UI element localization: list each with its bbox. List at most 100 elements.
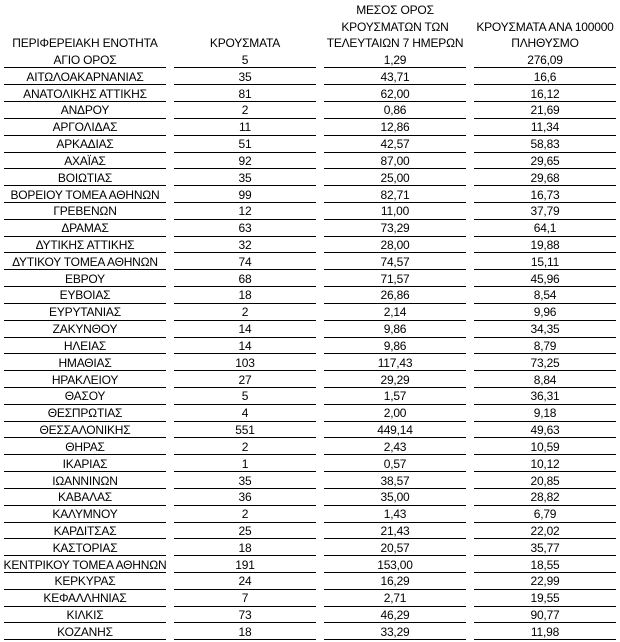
data-cell: 14 xyxy=(238,338,252,353)
cell-border xyxy=(474,471,616,473)
data-cell: 2,43 xyxy=(383,439,407,454)
data-cell: 2,14 xyxy=(383,305,407,320)
cell-border xyxy=(474,151,616,153)
cell-border xyxy=(174,235,316,237)
region-name: ΚΕΡΚΥΡΑΣ xyxy=(54,574,116,589)
cell-border xyxy=(4,521,166,523)
cell-border xyxy=(174,370,316,372)
cell-border xyxy=(474,168,616,170)
cell-border xyxy=(474,588,616,590)
data-cell: 37,79 xyxy=(530,204,560,219)
region-name: ΚΑΒΑΛΑΣ xyxy=(57,490,113,505)
cell-border xyxy=(324,471,466,473)
cell-border xyxy=(4,134,166,136)
data-cell: 1 xyxy=(241,456,249,471)
cell-border xyxy=(474,134,616,136)
data-cell: 35,00 xyxy=(380,490,410,505)
data-cell: 2,00 xyxy=(383,406,407,421)
header-text: ΤΕΛΕΥΤΑΙΩΝ 7 ΗΜΕΡΩΝ xyxy=(326,36,464,50)
region-name: ΑΓΙΟ ΟΡΟΣ xyxy=(53,53,117,67)
data-cell: 8,54 xyxy=(533,288,557,303)
data-cell: 2,71 xyxy=(383,591,407,606)
data-cell: 14 xyxy=(238,322,252,337)
data-cell: 18 xyxy=(238,624,252,639)
cell-border xyxy=(324,538,466,540)
cell-border xyxy=(474,319,616,321)
cell-border xyxy=(324,168,466,170)
cell-border xyxy=(324,134,466,136)
cell-border xyxy=(4,218,166,220)
cell-border xyxy=(4,117,166,119)
cell-border xyxy=(4,538,166,540)
data-cell: 6,79 xyxy=(533,507,557,522)
cell-border xyxy=(324,101,466,103)
cell-border xyxy=(174,588,316,590)
region-name: ΗΡΑΚΛΕΙΟΥ xyxy=(51,372,119,387)
cell-border xyxy=(474,269,616,271)
region-name: ΑΡΓΟΛΙΔΑΣ xyxy=(52,120,118,135)
data-cell: 25,00 xyxy=(380,170,410,185)
data-cell: 92 xyxy=(238,153,252,168)
data-cell: 42,57 xyxy=(380,137,410,152)
data-cell: 18 xyxy=(238,288,252,303)
data-cell: 16,29 xyxy=(380,574,410,589)
cell-border xyxy=(324,487,466,489)
cell-border xyxy=(324,84,466,86)
region-name: ΑΝΔΡΟΥ xyxy=(60,103,110,118)
header-text: ΠΕΡΙΦΕΡΕΙΑΚΗ ΕΝΟΤΗΤΑ xyxy=(12,36,158,50)
cell-border xyxy=(324,521,466,523)
cell-border xyxy=(474,538,616,540)
region-name: ΑΡΚΑΔΙΑΣ xyxy=(56,137,114,152)
cell-border xyxy=(4,101,166,103)
cell-border xyxy=(174,639,316,641)
cell-border xyxy=(174,572,316,574)
cell-border xyxy=(474,185,616,187)
region-name: ΚΕΦΑΛΛΗΝΙΑΣ xyxy=(43,591,127,606)
cell-border xyxy=(174,555,316,557)
data-cell: 35 xyxy=(238,170,252,185)
cell-border xyxy=(474,403,616,405)
data-cell: 19,55 xyxy=(530,591,560,606)
header-text: ΜΕΣΟΣ ΟΡΟΣ xyxy=(356,3,434,17)
cell-border xyxy=(4,639,166,641)
cell-border xyxy=(474,487,616,489)
cell-border xyxy=(4,387,166,388)
cell-border xyxy=(474,353,616,355)
data-cell: 449,14 xyxy=(377,423,413,438)
data-cell: 32 xyxy=(238,238,252,253)
data-cell: 90,77 xyxy=(530,608,560,623)
data-cell: 36,31 xyxy=(530,389,560,404)
header-text: ΚΡΟΥΣΜΑΤΑ xyxy=(209,36,281,50)
cell-border xyxy=(474,101,616,103)
cell-border xyxy=(474,286,616,288)
data-cell: 35 xyxy=(238,69,252,84)
region-name: ΙΚΑΡΙΑΣ xyxy=(62,456,108,471)
cell-border xyxy=(324,555,466,557)
data-cell: 191 xyxy=(235,557,255,572)
data-cell: 9,96 xyxy=(533,305,557,320)
cell-border xyxy=(174,201,316,203)
cell-border xyxy=(324,639,466,641)
data-cell: 5 xyxy=(241,53,249,67)
data-cell: 2 xyxy=(241,305,249,320)
data-cell: 45,96 xyxy=(530,271,560,286)
data-cell: 2 xyxy=(241,507,249,522)
cell-border xyxy=(324,319,466,321)
data-cell: 36 xyxy=(238,490,252,505)
data-cell: 29,65 xyxy=(530,153,560,168)
data-cell: 62,00 xyxy=(380,86,410,101)
cell-border xyxy=(4,454,166,456)
cell-border xyxy=(174,101,316,103)
cell-border xyxy=(324,185,466,187)
data-cell: 28,82 xyxy=(530,490,560,505)
data-cell: 73,29 xyxy=(380,221,410,236)
cell-border xyxy=(4,605,166,607)
cell-border xyxy=(474,84,616,86)
header-text: ΚΡΟΥΣΜΑΤΩΝ ΤΩΝ xyxy=(341,19,449,34)
data-cell: 4 xyxy=(241,406,249,421)
data-cell: 49,63 xyxy=(530,423,560,438)
cell-border xyxy=(324,218,466,220)
cell-border xyxy=(174,387,316,388)
cell-border xyxy=(324,387,466,388)
data-cell: 153,00 xyxy=(377,557,413,572)
